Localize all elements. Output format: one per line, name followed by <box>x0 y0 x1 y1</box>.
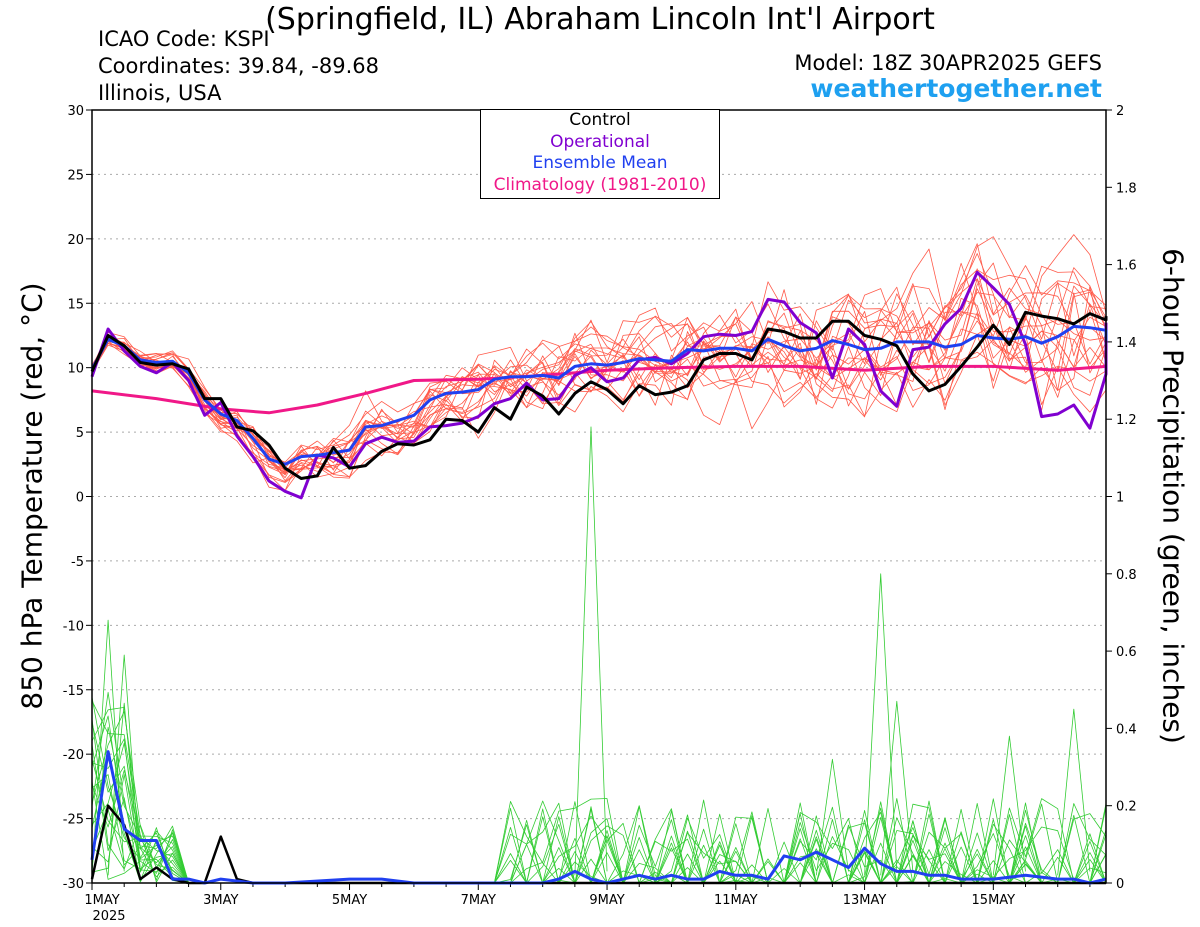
legend-ensemble-mean: Ensemble Mean <box>532 153 668 173</box>
icao-code: ICAO Code: KSPI <box>98 27 270 51</box>
precip-peak-line <box>91 619 125 876</box>
y-left-tick-label: 15 <box>67 297 84 312</box>
y-right-tick-label: 1.6 <box>1116 259 1137 274</box>
y-left-tick-label: -30 <box>63 877 84 892</box>
y-right-tick-label: 1 <box>1116 491 1124 506</box>
precip-peak-line <box>107 654 141 876</box>
y-left-tick-label: 25 <box>67 168 84 183</box>
site-link[interactable]: weathertogether.net <box>810 74 1102 103</box>
model-run: Model: 18Z 30APR2025 GEFS <box>794 51 1102 75</box>
legend-climatology: Climatology (1981-2010) <box>493 174 707 195</box>
temp-member-line <box>91 316 1107 482</box>
y-right-tick-label: 2 <box>1116 104 1124 119</box>
y-right-tick-label: 0.4 <box>1116 722 1137 737</box>
y-right-tick-label: 0.6 <box>1116 645 1137 660</box>
precip-mean-line <box>90 750 1107 885</box>
y-left-tick-label: -25 <box>63 813 84 828</box>
y-right-tick-label: 1.8 <box>1116 181 1137 196</box>
precip-peak-line <box>815 758 849 876</box>
x-tick-label: 1MAY <box>84 893 119 908</box>
precip-peak-line <box>992 735 1026 876</box>
ensemble-mean-line <box>90 324 1108 466</box>
temp-member-line <box>91 262 1107 475</box>
y-left-tick-label: 0 <box>76 491 84 506</box>
x-tick-label: 15MAY <box>972 893 1016 908</box>
temp-member-line <box>91 234 1107 475</box>
y-left-tick-label: 10 <box>67 362 84 377</box>
x-tick-label: 13MAY <box>843 893 887 908</box>
chart-title: (Springfield, IL) Abraham Lincoln Int'l … <box>265 2 935 37</box>
precip-member-line <box>91 770 1106 884</box>
y-left-tick-label: -20 <box>63 748 84 763</box>
coordinates: Coordinates: 39.84, -89.68 <box>98 54 379 78</box>
operational-line <box>90 270 1108 500</box>
precip-peak-line <box>880 700 914 876</box>
y-right-tick-label: 0 <box>1116 877 1124 892</box>
y-right-tick-label: 1.4 <box>1116 336 1137 351</box>
y-left-tick-label: -5 <box>71 555 84 570</box>
x-tick-label: 7MAY <box>461 893 496 908</box>
x-tick-label: 11MAY <box>714 893 758 908</box>
precip-peak-line <box>864 573 898 876</box>
precip-peak-line <box>574 426 608 876</box>
y-left-tick-label: -15 <box>63 684 84 699</box>
y-left-tick-label: -10 <box>63 619 84 634</box>
plot-frame <box>91 109 1107 884</box>
climatology-line <box>91 364 1107 415</box>
temp-member-line <box>91 297 1107 463</box>
x-tick-sublabel: 2025 <box>92 909 125 924</box>
y-right-tick-label: 1.2 <box>1116 413 1137 428</box>
legend: Control Operational Ensemble Mean Climat… <box>480 109 720 199</box>
temp-member-line <box>91 333 1107 476</box>
y-right-tick-label: 0.8 <box>1116 568 1137 583</box>
y-right-tick-label: 0.2 <box>1116 800 1137 815</box>
x-tick-label: 3MAY <box>203 893 238 908</box>
y-left-tick-label: 20 <box>67 233 84 248</box>
control-line <box>90 310 1108 480</box>
x-tick-label: 9MAY <box>589 893 624 908</box>
y-left-tick-label: 5 <box>76 426 84 441</box>
y-left-tick-label: 30 <box>67 104 84 119</box>
region-label: Illinois, USA <box>98 81 222 105</box>
legend-operational: Operational <box>550 131 650 152</box>
precip-peak-line <box>1057 708 1091 876</box>
legend-control: Control <box>569 110 631 130</box>
x-tick-label: 5MAY <box>332 893 367 908</box>
